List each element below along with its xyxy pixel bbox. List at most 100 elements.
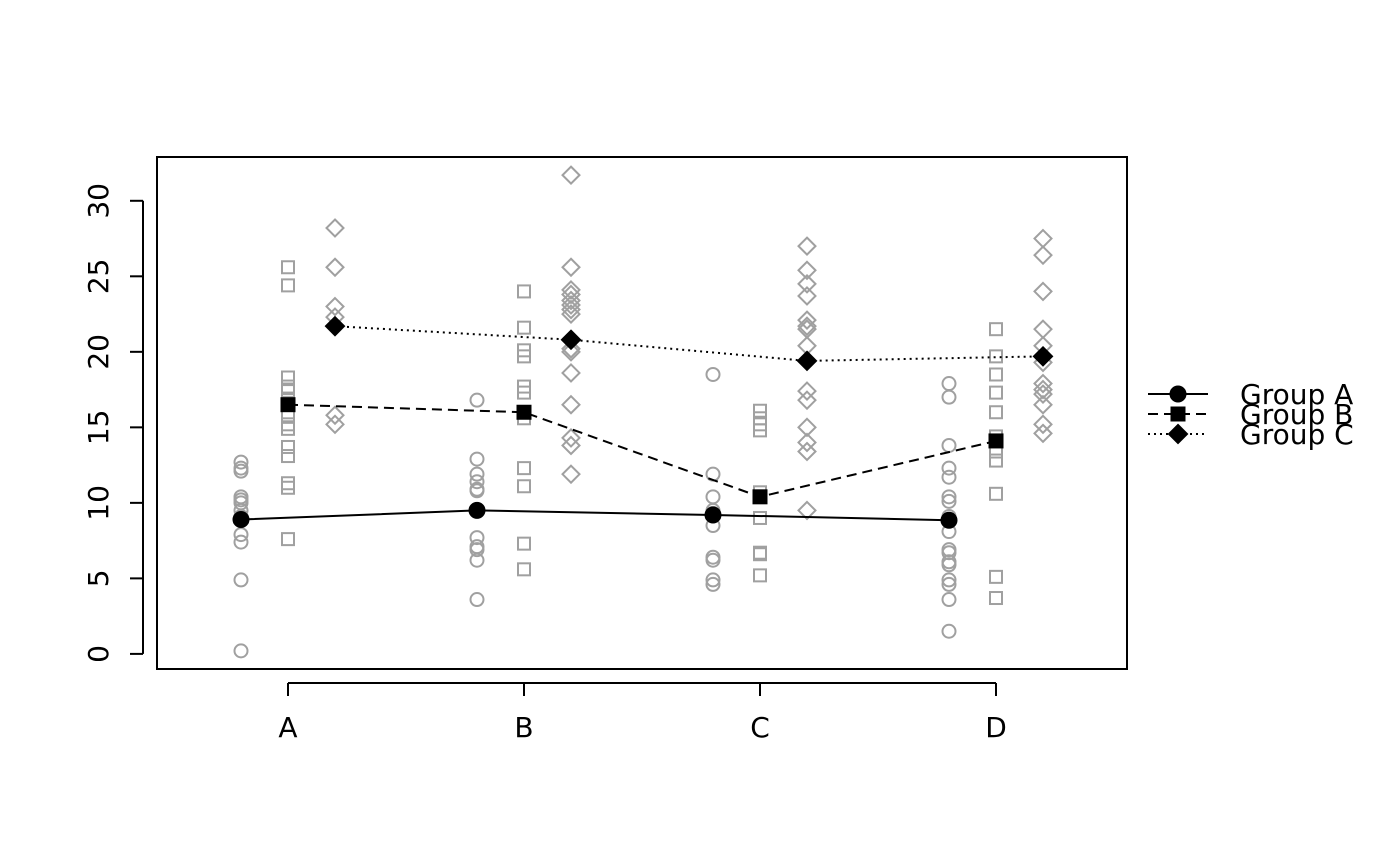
raw-point xyxy=(989,367,1003,382)
raw-point xyxy=(941,592,957,608)
raw-point xyxy=(705,576,721,592)
raw-point xyxy=(941,623,957,639)
raw-point xyxy=(281,421,295,436)
raw-point xyxy=(797,236,817,257)
raw-point xyxy=(561,363,581,383)
raw-point xyxy=(941,557,957,573)
raw-point xyxy=(989,486,1003,501)
raw-point xyxy=(233,534,249,550)
raw-point xyxy=(1033,228,1053,249)
raw-point xyxy=(753,547,767,562)
raw-point xyxy=(325,218,345,238)
raw-point xyxy=(753,403,767,418)
raw-point xyxy=(941,493,957,509)
x-tick-label: B xyxy=(514,711,533,744)
raw-point xyxy=(797,286,817,306)
raw-point xyxy=(469,483,485,499)
raw-point xyxy=(797,260,817,281)
legend-label: Group C xyxy=(1240,418,1354,451)
mean-point xyxy=(752,489,768,505)
raw-point xyxy=(705,366,721,382)
mean-line xyxy=(334,325,1044,362)
raw-point xyxy=(797,273,817,294)
raw-point xyxy=(797,390,817,411)
raw-point xyxy=(561,304,581,324)
raw-point xyxy=(281,379,295,394)
raw-point xyxy=(561,299,581,320)
raw-point xyxy=(469,552,485,568)
raw-point xyxy=(1033,373,1053,394)
raw-point xyxy=(325,405,345,426)
raw-point xyxy=(705,549,721,565)
raw-point xyxy=(561,435,581,456)
x-tick-label: D xyxy=(985,711,1007,744)
raw-point xyxy=(1033,423,1053,444)
raw-point xyxy=(1033,414,1053,435)
raw-point xyxy=(989,453,1003,468)
raw-point xyxy=(281,278,295,293)
y-tick-label: 10 xyxy=(82,485,115,521)
raw-point xyxy=(989,591,1003,606)
raw-point xyxy=(281,480,295,495)
mean-point xyxy=(560,329,582,351)
raw-point xyxy=(561,290,581,311)
mean-point xyxy=(324,315,346,337)
raw-point xyxy=(561,257,581,278)
raw-point xyxy=(469,539,485,555)
raw-point xyxy=(561,165,581,186)
y-tick-label: 5 xyxy=(82,569,115,587)
mean-point xyxy=(468,501,486,519)
raw-point xyxy=(941,437,957,453)
raw-point xyxy=(705,489,721,505)
raw-point xyxy=(941,542,957,558)
mean-line xyxy=(287,403,997,498)
raw-point xyxy=(941,469,957,485)
raw-point xyxy=(1033,319,1053,340)
raw-point xyxy=(1033,379,1053,400)
mean-line xyxy=(240,509,950,522)
x-tick-label: C xyxy=(750,711,770,744)
raw-point xyxy=(325,257,345,278)
legend-marker xyxy=(1169,385,1187,403)
raw-point xyxy=(233,572,249,588)
raw-point xyxy=(325,296,345,317)
raw-point xyxy=(469,592,485,608)
legend-label: Group B xyxy=(1240,398,1353,431)
raw-point xyxy=(517,461,531,476)
legend-label: Group A xyxy=(1240,378,1353,411)
raw-point xyxy=(797,432,817,453)
y-tick-label: 15 xyxy=(82,410,115,446)
raw-point xyxy=(281,439,295,454)
raw-point xyxy=(281,370,295,385)
raw-point xyxy=(281,384,295,399)
raw-point xyxy=(469,466,485,482)
raw-point xyxy=(797,381,817,402)
mean-point xyxy=(704,506,722,524)
mean-point xyxy=(1032,345,1054,367)
raw-point xyxy=(281,449,295,464)
raw-point xyxy=(941,389,957,405)
raw-point xyxy=(941,576,957,592)
mean-point xyxy=(516,404,532,420)
raw-point xyxy=(325,414,345,435)
raw-point xyxy=(561,279,581,300)
raw-point xyxy=(797,500,817,521)
raw-point xyxy=(469,451,485,467)
raw-point xyxy=(517,284,531,299)
raw-point xyxy=(281,532,295,547)
raw-point xyxy=(561,295,581,315)
raw-point xyxy=(797,417,817,438)
mean-point xyxy=(940,511,958,529)
y-tick-label: 20 xyxy=(82,334,115,370)
raw-point xyxy=(233,643,249,659)
raw-point xyxy=(233,463,249,479)
raw-point xyxy=(561,394,581,415)
raw-point xyxy=(281,260,295,275)
mean-point xyxy=(988,433,1004,449)
raw-point xyxy=(941,460,957,476)
raw-point xyxy=(281,476,295,491)
raw-point xyxy=(469,542,485,558)
raw-point xyxy=(469,392,485,408)
raw-point xyxy=(941,572,957,588)
